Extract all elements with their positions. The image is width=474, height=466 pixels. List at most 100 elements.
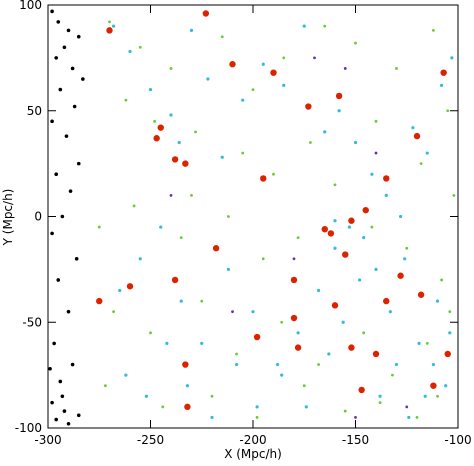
point <box>138 45 142 49</box>
point <box>290 314 298 322</box>
point <box>206 77 210 81</box>
point <box>169 193 173 197</box>
point <box>124 98 128 102</box>
point <box>66 309 71 314</box>
point <box>179 236 183 240</box>
point <box>335 92 343 100</box>
point <box>450 56 454 60</box>
point <box>58 87 63 92</box>
point <box>161 405 165 409</box>
point <box>272 172 275 176</box>
point <box>220 155 224 159</box>
point <box>52 341 56 346</box>
point <box>317 288 321 293</box>
y-tick-label: -50 <box>22 315 42 329</box>
point <box>388 310 392 314</box>
point <box>353 140 358 145</box>
point <box>270 69 277 76</box>
point <box>348 217 355 224</box>
point <box>313 56 316 60</box>
point <box>347 225 351 229</box>
point <box>341 320 345 324</box>
point <box>124 373 128 377</box>
point <box>255 416 259 419</box>
point <box>302 384 306 388</box>
point <box>200 341 204 345</box>
point <box>333 183 337 187</box>
point <box>296 236 300 240</box>
point <box>184 403 191 411</box>
point <box>202 10 210 17</box>
point <box>444 384 448 388</box>
point <box>290 276 298 284</box>
point <box>327 352 331 356</box>
point <box>235 352 239 356</box>
point <box>112 24 116 28</box>
point <box>106 27 113 34</box>
point <box>177 140 181 145</box>
x-tick-label: -300 <box>34 433 61 447</box>
point <box>440 278 443 282</box>
point <box>182 160 189 167</box>
point <box>370 172 374 176</box>
points <box>48 9 456 426</box>
point <box>419 162 423 166</box>
point <box>171 276 179 284</box>
point <box>374 151 378 155</box>
point <box>348 344 355 351</box>
point <box>411 126 415 130</box>
point <box>56 278 61 282</box>
point <box>362 331 366 335</box>
point <box>241 151 245 155</box>
point <box>153 119 157 123</box>
point <box>321 225 328 233</box>
point <box>50 119 54 124</box>
point <box>435 299 440 303</box>
point <box>251 310 255 314</box>
point <box>397 272 404 279</box>
point <box>407 415 411 420</box>
point <box>126 283 134 290</box>
point <box>415 416 419 419</box>
point <box>405 405 409 409</box>
point <box>66 421 71 426</box>
point <box>342 251 349 258</box>
point <box>362 206 369 214</box>
point <box>68 189 73 193</box>
point <box>64 134 69 138</box>
point <box>220 35 224 39</box>
point <box>405 246 409 250</box>
point <box>448 331 452 335</box>
x-tick-label: -200 <box>239 433 266 447</box>
x-tick-label: -150 <box>342 433 369 447</box>
point <box>54 56 58 60</box>
point <box>333 246 337 250</box>
x-axis-label: X (Mpc/h) <box>224 447 282 461</box>
point <box>337 109 341 113</box>
point <box>212 245 220 252</box>
point <box>425 151 429 155</box>
point <box>294 344 302 351</box>
point <box>210 394 214 398</box>
point <box>432 28 435 32</box>
point <box>305 103 312 110</box>
point <box>440 83 444 87</box>
point <box>182 361 189 368</box>
point <box>354 41 357 45</box>
x-tick-label: -250 <box>137 433 164 447</box>
point <box>354 416 357 419</box>
point <box>448 310 452 314</box>
point <box>179 299 183 303</box>
point <box>413 132 421 140</box>
point <box>261 62 265 66</box>
point <box>62 45 67 50</box>
point <box>118 288 122 293</box>
point <box>50 9 54 14</box>
point <box>144 394 148 398</box>
point <box>96 297 103 305</box>
point <box>370 225 374 229</box>
point <box>165 341 169 345</box>
point <box>50 400 54 405</box>
point <box>430 382 437 389</box>
point <box>395 67 398 70</box>
